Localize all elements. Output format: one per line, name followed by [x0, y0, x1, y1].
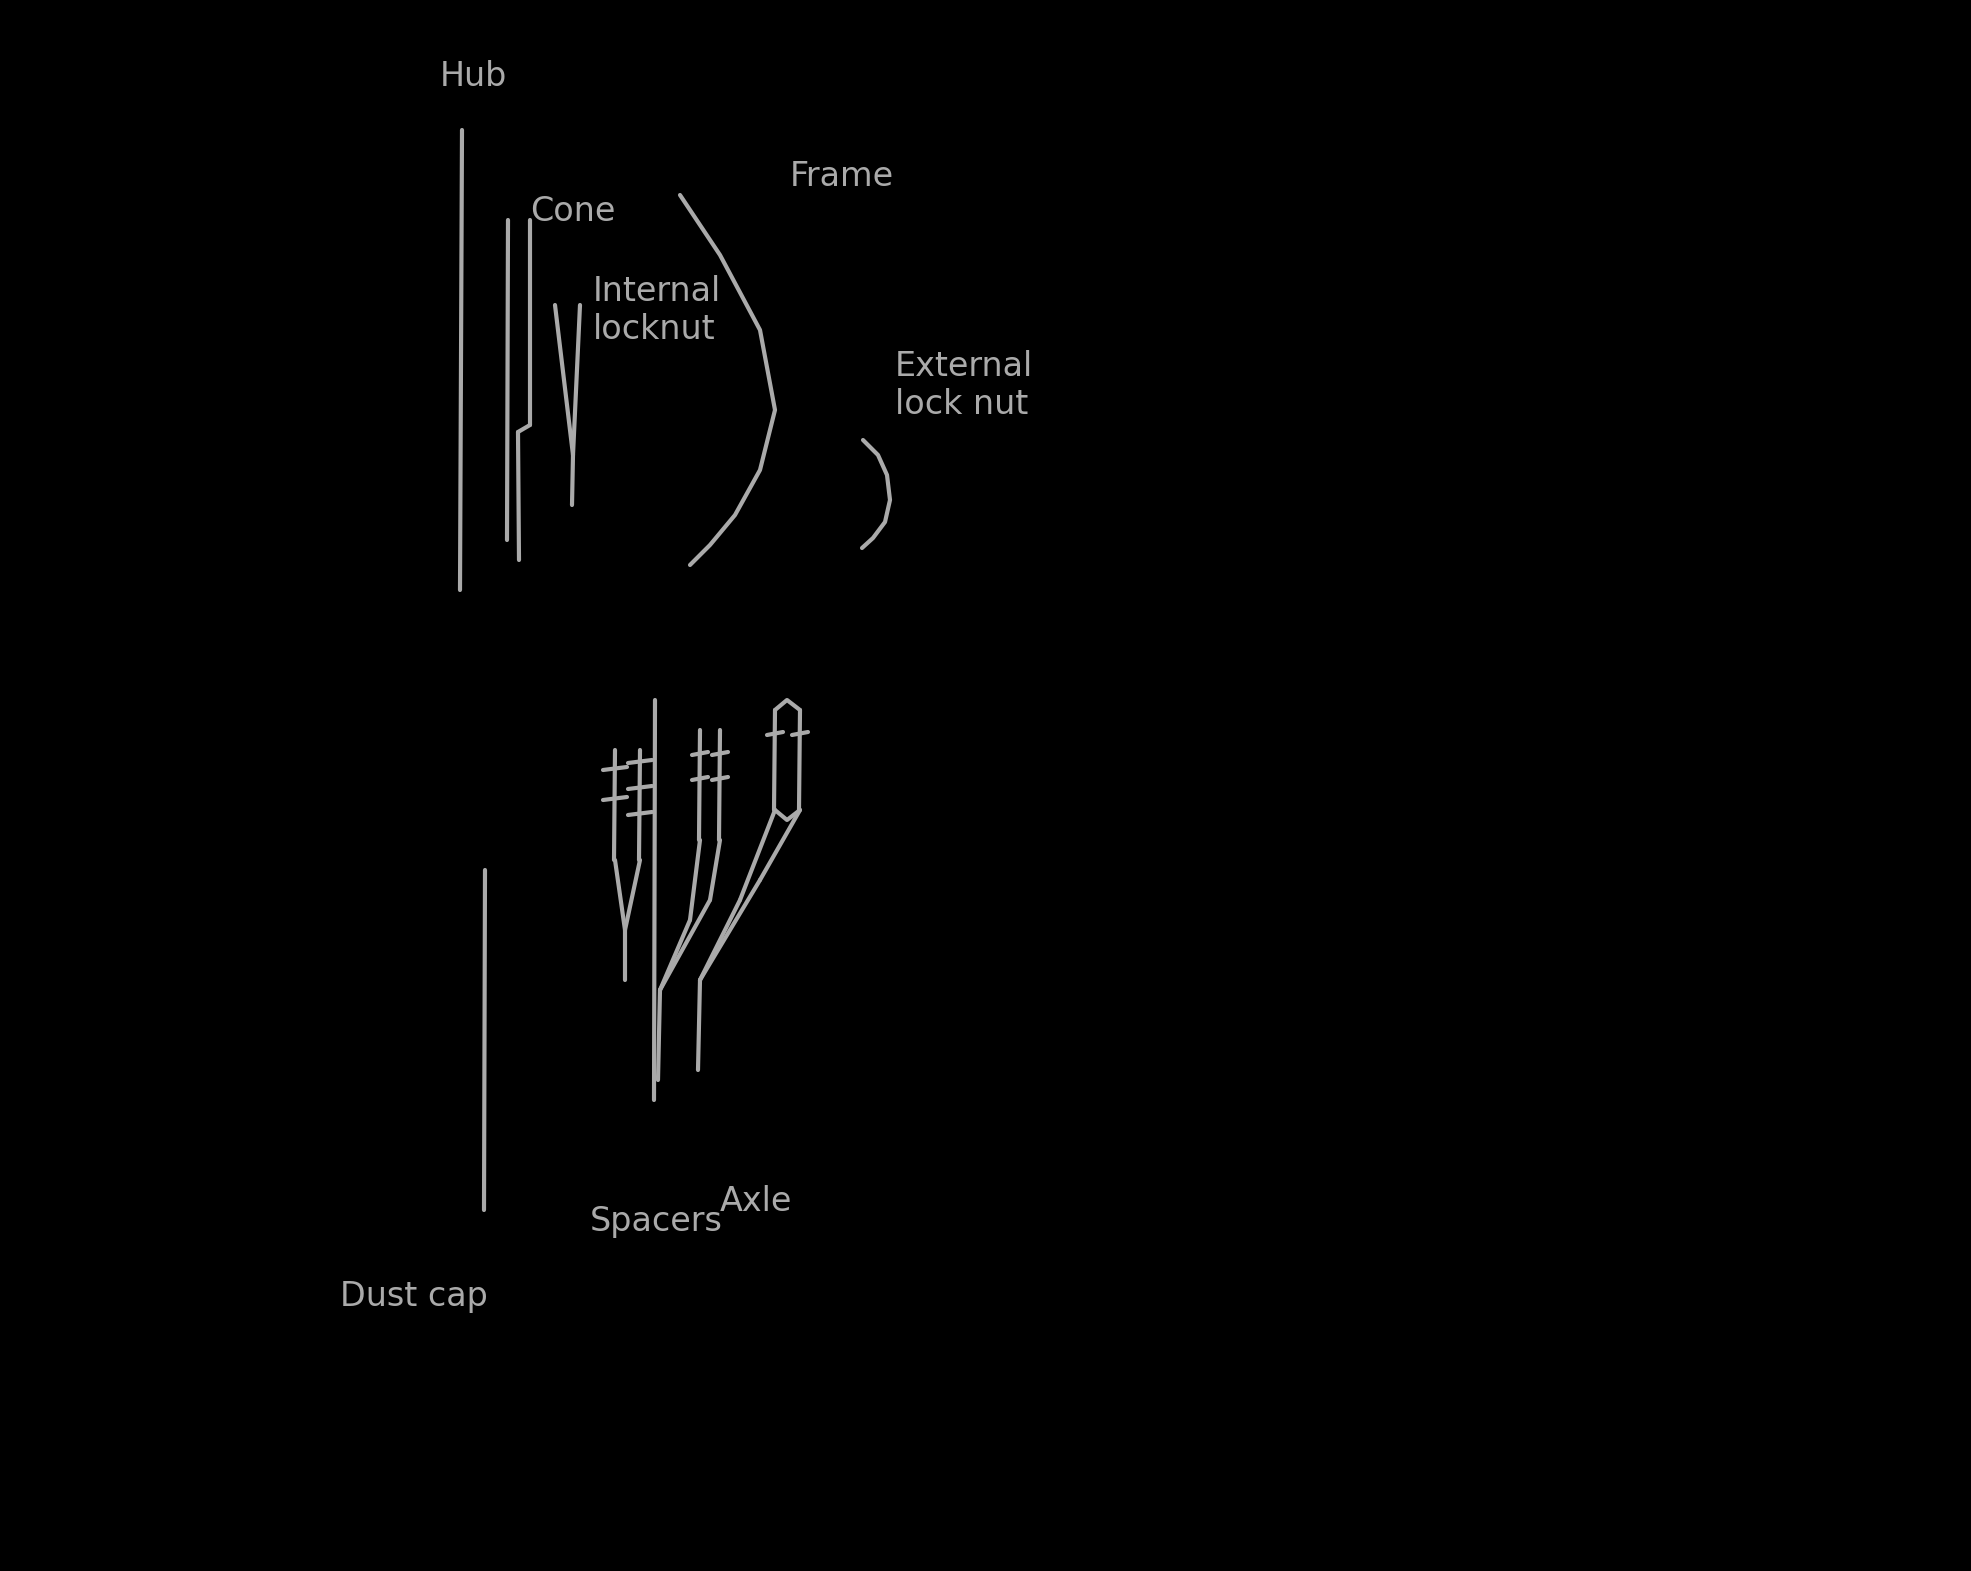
Text: Internal
locknut: Internal locknut: [593, 275, 721, 346]
Text: Spacers: Spacers: [589, 1205, 723, 1238]
Text: Dust cap: Dust cap: [341, 1280, 489, 1313]
Text: Cone: Cone: [530, 195, 615, 228]
Text: Axle: Axle: [719, 1185, 792, 1218]
Text: External
lock nut: External lock nut: [895, 350, 1033, 421]
Text: Hub: Hub: [440, 60, 507, 93]
Text: Frame: Frame: [790, 160, 895, 193]
